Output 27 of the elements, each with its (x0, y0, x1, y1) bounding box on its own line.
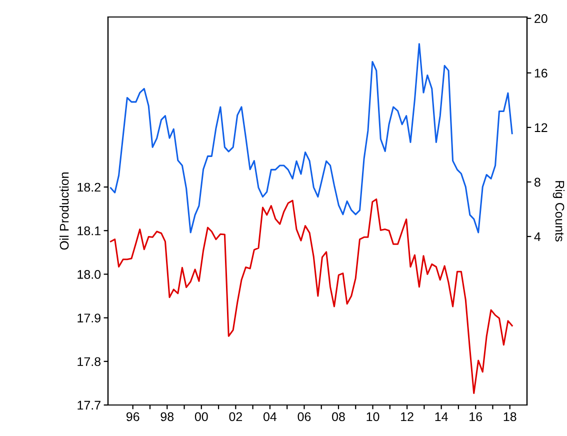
x-tick-label: 16 (470, 412, 482, 422)
y2-tick-label: 8 (534, 178, 540, 187)
y2-axis-title: Rig Counts (552, 181, 565, 242)
y2-tick-label: 16 (534, 68, 548, 78)
y2-tick-label: 20 (534, 14, 548, 24)
x-tick-label: 04 (263, 412, 277, 422)
line-series (110, 198, 513, 394)
x-tick-label: 00 (194, 412, 208, 422)
x-tick-label: 96 (126, 412, 140, 422)
x-tick-label: 12 (401, 412, 414, 422)
y-tick-label: 17.7 (78, 400, 100, 410)
line-series (110, 43, 513, 234)
y-tick-label: 18.1 (78, 226, 100, 236)
y-tick-label: 18.0 (78, 270, 101, 279)
x-tick-label: 98 (160, 412, 174, 422)
y2-tick-label: 4 (534, 232, 541, 242)
y-tick-label: 17.8 (78, 357, 101, 366)
x-tick-label: 18 (504, 412, 516, 422)
y-axis-title: Oil Production (60, 172, 69, 250)
x-tick-label: 06 (298, 412, 311, 422)
x-tick-label: 08 (332, 412, 345, 422)
y-tick-label: 17.9 (78, 314, 100, 322)
x-tick-label: 10 (366, 412, 380, 422)
x-tick-label: 14 (435, 412, 448, 422)
y-tick-label: 18.2 (78, 182, 100, 192)
x-tick-label: 02 (229, 412, 242, 422)
y2-tick-label: 12 (534, 123, 548, 132)
